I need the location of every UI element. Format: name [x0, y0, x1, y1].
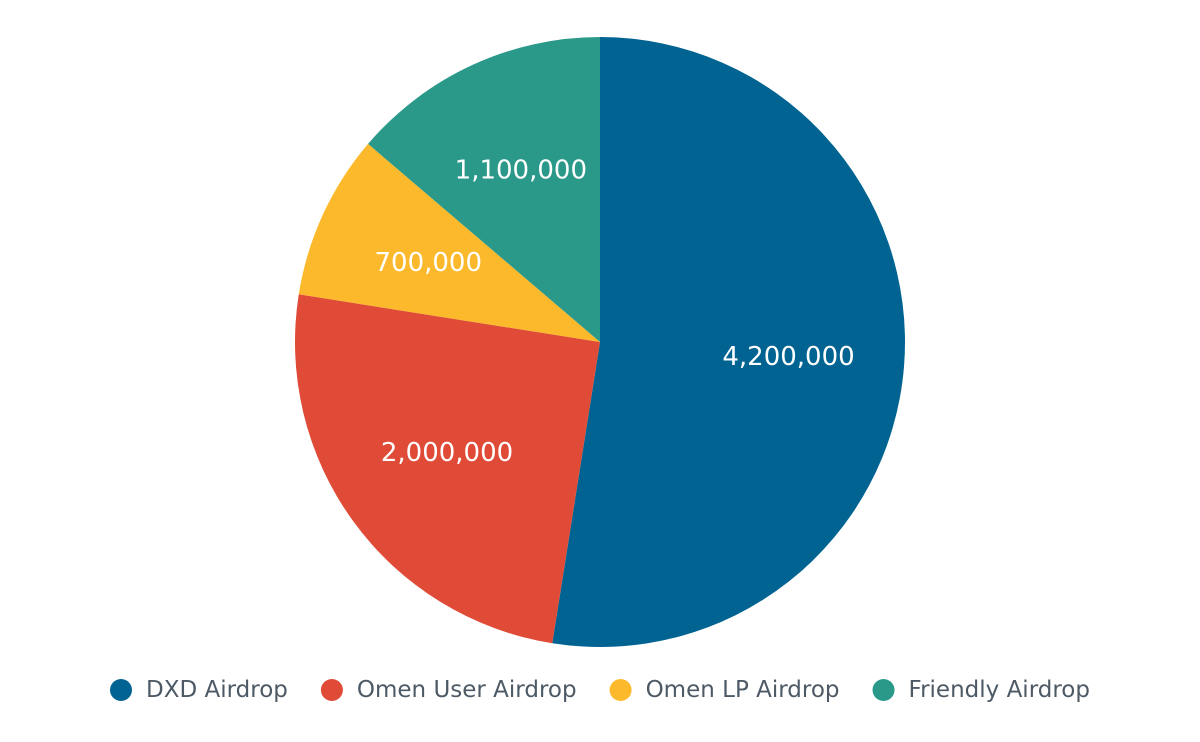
slice-label-dxd-airdrop: 4,200,000 [722, 342, 854, 372]
legend-marker-friendly-airdrop [872, 679, 895, 701]
legend-marker-dxd-airdrop [110, 679, 133, 701]
legend-marker-omen-lp-airdrop [609, 679, 632, 701]
slice-label-omen-lp-airdrop: 700,000 [375, 248, 483, 278]
pie-slice-friendly-airdrop [368, 37, 600, 342]
legend-marker-omen-user-airdrop [320, 679, 343, 701]
legend-label-dxd-airdrop: DXD Airdrop [146, 677, 288, 703]
pie-slice-dxd-airdrop [552, 37, 906, 647]
pie-slice-omen-user-airdrop [294, 294, 600, 644]
pie-slices [294, 37, 906, 647]
slice-label-friendly-airdrop: 1,100,000 [455, 155, 587, 185]
legend-label-omen-user-airdrop: Omen User Airdrop [357, 677, 577, 703]
legend: DXD Airdrop Omen User Airdrop Omen LP Aird… [110, 677, 1090, 703]
slice-label-omen-user-airdrop: 2,000,000 [381, 438, 513, 468]
legend-label-friendly-airdrop: Friendly Airdrop [909, 677, 1090, 703]
pie-slice-omen-lp-airdrop [298, 143, 600, 342]
pie-slice-labels: 4,200,000 2,000,000 700,000 1,100,000 [375, 155, 855, 468]
legend-label-omen-lp-airdrop: Omen LP Airdrop [646, 677, 840, 703]
